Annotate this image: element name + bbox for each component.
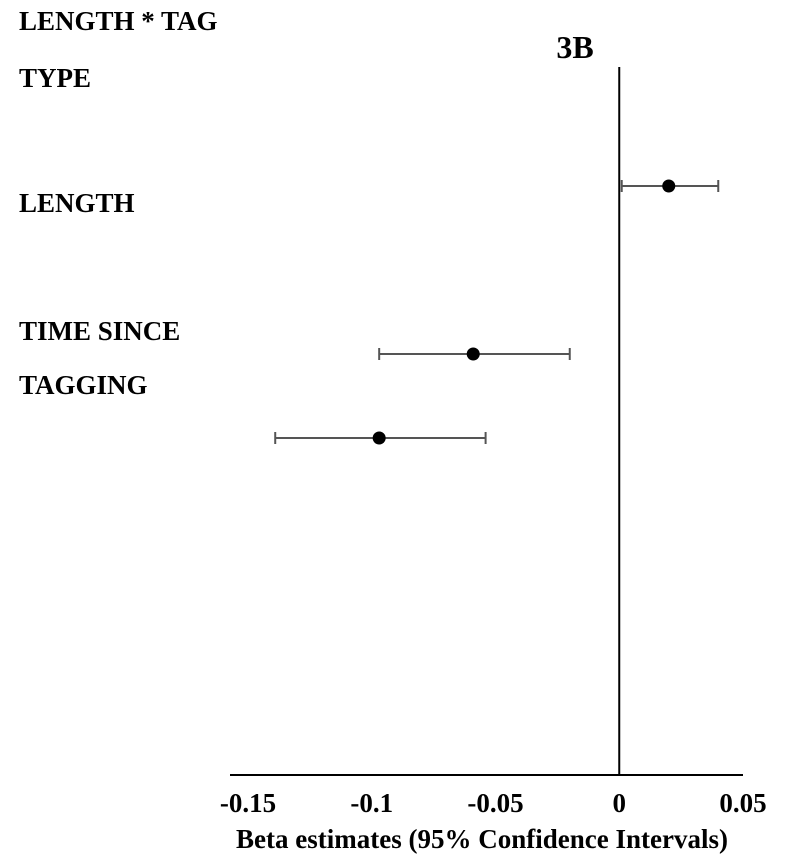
x-tick-label: 0 bbox=[613, 788, 627, 818]
data-points bbox=[274, 179, 720, 445]
category-label: TAGGING bbox=[19, 370, 148, 400]
x-tick-labels: -0.15 -0.1 -0.05 0 0.05 bbox=[220, 788, 767, 818]
x-tick-label: 0.05 bbox=[719, 788, 766, 818]
estimate-row bbox=[620, 179, 720, 193]
x-tick-label: -0.15 bbox=[220, 788, 276, 818]
estimate-row bbox=[378, 347, 571, 361]
estimate-row bbox=[274, 431, 487, 445]
category-label: TIME SINCE bbox=[19, 316, 180, 346]
axes bbox=[230, 67, 743, 776]
x-tick-label: -0.05 bbox=[467, 788, 523, 818]
category-labels: LENGTH * TAG TYPE LENGTH TIME SINCE TAGGING bbox=[19, 6, 218, 400]
estimate-point bbox=[466, 347, 480, 361]
x-tick-label: -0.1 bbox=[350, 788, 393, 818]
category-label: LENGTH bbox=[19, 188, 135, 218]
x-axis-label: Beta estimates (95% Confidence Intervals… bbox=[236, 824, 728, 854]
estimate-point bbox=[662, 179, 676, 193]
estimate-point bbox=[372, 431, 386, 445]
category-label: LENGTH * TAG bbox=[19, 6, 218, 36]
category-label: TYPE bbox=[19, 63, 91, 93]
chart-title: 3B bbox=[556, 29, 593, 65]
